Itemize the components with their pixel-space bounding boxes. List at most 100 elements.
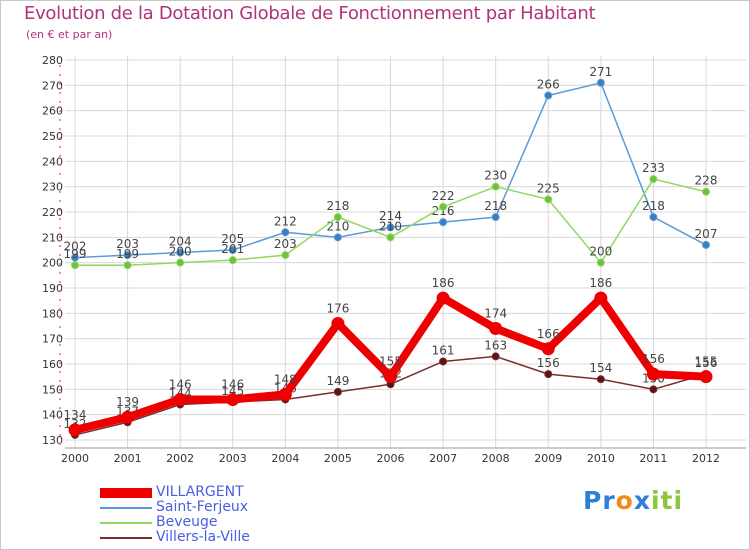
data-label-villers-la-ville: 149 [326, 374, 349, 388]
data-point-saint-ferjeux [333, 233, 342, 242]
data-point-saint-ferjeux [596, 78, 605, 87]
data-point-saint-ferjeux [544, 91, 553, 100]
data-point-beveuge [702, 187, 710, 196]
data-point-beveuge [439, 202, 448, 211]
data-point-saint-ferjeux [71, 253, 79, 262]
data-label-beveuge: 225 [537, 181, 560, 195]
data-point-villargent [699, 370, 713, 384]
y-tick-label: 160 [42, 358, 63, 371]
data-point-beveuge [281, 251, 290, 260]
data-label-villargent: 139 [116, 395, 139, 409]
data-point-saint-ferjeux [491, 213, 500, 222]
data-point-villers-la-ville [491, 352, 500, 361]
logo-part: o [615, 486, 634, 515]
data-label-villers-la-ville: 156 [537, 356, 560, 370]
data-label-saint-ferjeux: 214 [379, 209, 402, 223]
data-point-beveuge [123, 261, 132, 270]
data-point-beveuge [544, 195, 553, 204]
data-point-saint-ferjeux [281, 228, 290, 237]
data-label-villargent: 134 [64, 408, 87, 422]
data-label-saint-ferjeux: 266 [537, 77, 560, 91]
data-label-saint-ferjeux: 202 [64, 240, 87, 254]
data-label-saint-ferjeux: 204 [169, 235, 192, 249]
chart-title: Evolution de la Dotation Globale de Fonc… [24, 3, 596, 24]
data-point-villargent [594, 291, 608, 305]
data-point-beveuge [333, 213, 342, 222]
legend-label: Saint-Ferjeux [156, 499, 249, 515]
data-label-villers-la-ville: 163 [484, 338, 507, 352]
data-point-saint-ferjeux [702, 240, 710, 249]
data-point-villers-la-ville [596, 375, 605, 384]
y-tick-label: 250 [42, 130, 63, 143]
data-point-villargent [436, 291, 450, 305]
data-label-villers-la-ville: 161 [432, 343, 455, 357]
x-tick-label: 2001 [114, 452, 142, 465]
data-label-villargent: 176 [326, 301, 349, 315]
data-label-saint-ferjeux: 205 [221, 232, 244, 246]
data-label-beveuge: 201 [221, 242, 244, 256]
data-point-beveuge [228, 256, 237, 265]
data-label-villargent: 146 [221, 377, 244, 391]
logo-part: x [633, 486, 651, 515]
data-label-beveuge: 203 [274, 237, 297, 251]
y-tick-label: 240 [42, 155, 63, 168]
y-tick-label: 180 [42, 307, 63, 320]
data-label-beveuge: 233 [642, 161, 665, 175]
data-point-villers-la-ville [333, 387, 342, 396]
data-label-villargent: 146 [169, 377, 192, 391]
data-point-beveuge [649, 175, 658, 184]
data-label-beveuge: 218 [326, 199, 349, 213]
data-point-villargent [384, 370, 397, 384]
y-tick-label: 130 [42, 434, 63, 447]
y-tick-label: 190 [42, 282, 63, 295]
data-point-villers-la-ville [649, 385, 658, 394]
data-point-saint-ferjeux [228, 246, 237, 254]
data-label-villargent: 186 [589, 276, 612, 290]
data-point-saint-ferjeux [123, 251, 132, 260]
data-label-villers-la-ville: 154 [589, 361, 612, 375]
data-label-saint-ferjeux: 212 [274, 214, 297, 228]
data-point-villargent [541, 342, 555, 356]
y-tick-label: 280 [42, 54, 63, 67]
x-tick-label: 2006 [377, 452, 405, 465]
logo-part: iti [650, 486, 684, 515]
x-tick-label: 2008 [482, 452, 510, 465]
data-label-villargent: 186 [432, 276, 455, 290]
y-tick-label: 200 [42, 257, 63, 270]
y-tick-label: 150 [42, 383, 63, 396]
data-label-beveuge: 199 [116, 247, 139, 261]
data-label-saint-ferjeux: 216 [432, 204, 455, 218]
legend-swatch [100, 488, 152, 498]
legend-swatch [100, 537, 152, 539]
data-label-beveuge: 230 [484, 169, 507, 183]
data-point-beveuge [71, 261, 79, 270]
data-label-beveuge: 222 [432, 189, 455, 203]
y-tick-label: 230 [42, 181, 63, 194]
data-point-saint-ferjeux [649, 213, 658, 222]
legend-label: Villers-la-Ville [156, 529, 250, 545]
data-label-saint-ferjeux: 218 [484, 199, 507, 213]
data-label-villargent: 174 [484, 307, 507, 321]
logo-part: Pr [583, 486, 616, 515]
data-label-villargent: 156 [642, 352, 665, 366]
data-label-beveuge: 200 [589, 245, 612, 259]
y-tick-label: 210 [42, 231, 63, 244]
data-label-beveuge: 228 [695, 174, 718, 188]
y-tick-label: 140 [42, 409, 63, 422]
y-tick-label: 220 [42, 206, 63, 219]
data-label-saint-ferjeux: 207 [695, 227, 718, 241]
data-label-villargent: 155 [695, 355, 718, 369]
x-tick-label: 2004 [271, 452, 299, 465]
data-point-beveuge [596, 258, 605, 267]
x-tick-label: 2002 [166, 452, 194, 465]
x-tick-label: 2009 [534, 452, 562, 465]
x-tick-label: 2011 [639, 452, 667, 465]
data-label-beveuge: 200 [169, 245, 192, 259]
data-label-villargent: 148 [274, 372, 297, 386]
y-tick-label: 260 [42, 105, 63, 118]
data-point-villargent [646, 367, 660, 381]
x-tick-label: 2005 [324, 452, 352, 465]
data-point-villargent [489, 322, 503, 336]
